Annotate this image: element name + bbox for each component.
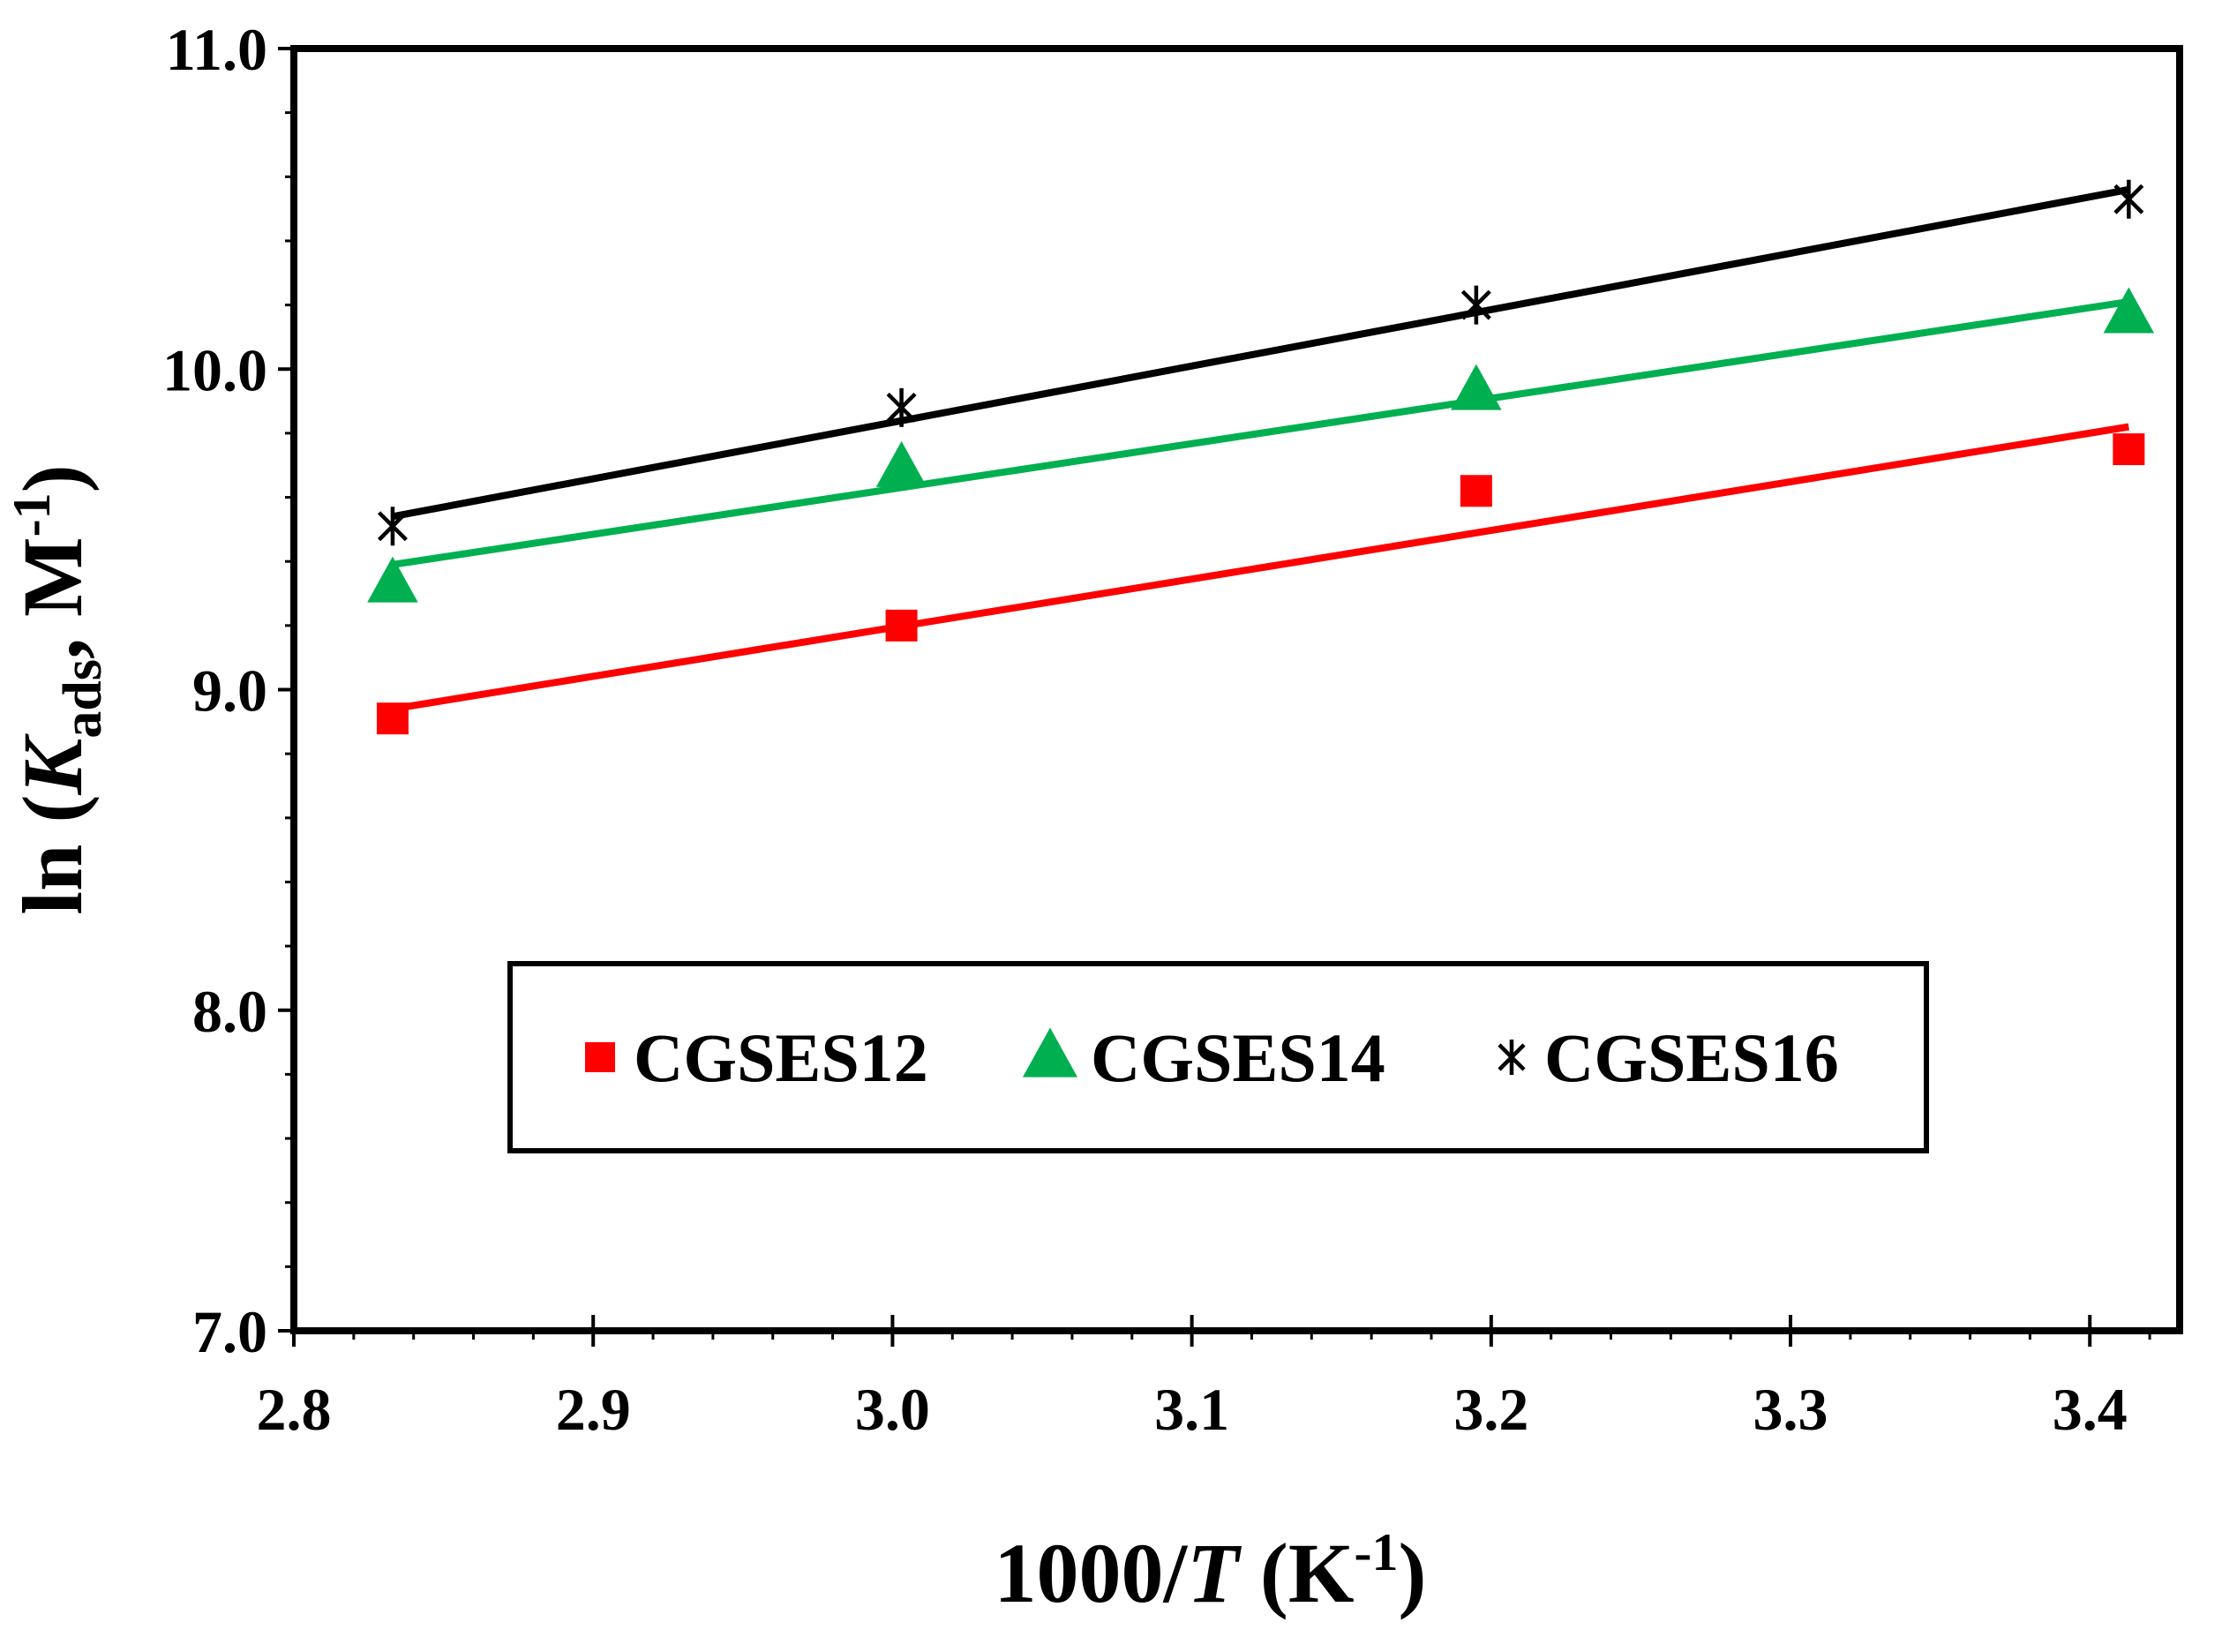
x-tick-label: 3.3 [1753,1376,1828,1443]
legend-label-cgses16: CGSES16 [1544,1019,1839,1096]
fit-line-cgses16 [392,185,2130,521]
x-axis-title: 1000/T (K-1) [995,1523,1427,1620]
legend-label-cgses14: CGSES14 [1091,1019,1385,1096]
x-tick-label: 3.0 [855,1376,930,1443]
legend-marker-cgses16 [1498,1040,1526,1075]
x-tick-label: 2.8 [257,1376,332,1443]
y-tick-label: 10.0 [162,336,267,403]
x-tick-label: 3.4 [2053,1376,2128,1443]
fit-lines [392,185,2130,713]
y-tick-label: 11.0 [166,16,267,83]
x-tick-label: 3.1 [1154,1376,1229,1443]
legend: CGSES12 CGSES14 CGSES16 [507,961,1929,1153]
y-tick-label: 7.0 [192,1298,267,1365]
y-tick-label: 9.0 [192,657,267,725]
legend-marker-cgses12 [585,1042,615,1072]
point-cgses16 [377,507,408,546]
x-tick-label: 2.9 [556,1376,631,1443]
axis-titles: 1000/T (K-1) ln (Kads, M-1) [3,464,1426,1620]
point-cgses16 [886,387,917,427]
point-cgses16 [2113,179,2144,219]
point-cgses14 [2103,287,2155,334]
point-cgses12 [2113,433,2145,466]
legend-box [507,961,1929,1153]
axes: 7.0 8.0 9.0 10.0 11.0 2.8 2.9 3.0 3.1 3.2 3.3 3.4 [162,16,2183,1443]
legend-marker-cgses14 [1022,1027,1078,1078]
y-tick-label: 8.0 [192,978,267,1045]
data-markers [367,179,2155,735]
point-cgses12 [376,702,409,735]
legend-label-cgses12: CGSES12 [634,1019,928,1096]
point-cgses14 [875,440,927,487]
point-cgses12 [1460,475,1492,507]
point-cgses14 [367,556,418,603]
point-cgses12 [885,609,918,642]
y-axis-title: ln (Kads, M-1) [3,464,113,914]
fit-line-cgses12 [392,423,2129,713]
x-tick-label: 3.2 [1453,1376,1528,1443]
point-cgses14 [1451,364,1502,410]
point-cgses16 [1460,285,1491,325]
fit-line-cgses14 [392,298,2129,568]
